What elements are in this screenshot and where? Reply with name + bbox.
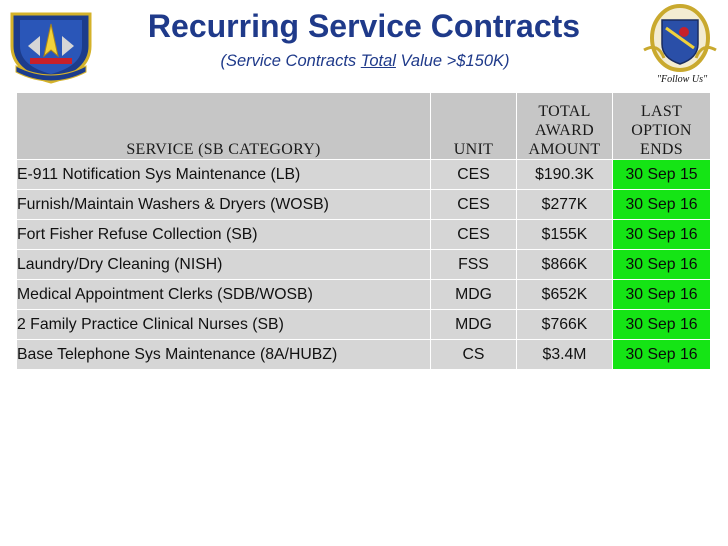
table-row: Medical Appointment Clerks (SDB/WOSB) MD… — [16, 279, 711, 310]
wing-crest-logo: "Follow Us" — [640, 2, 724, 91]
header-total-award-line1: TOTAL — [538, 103, 591, 120]
table-row: Laundry/Dry Cleaning (NISH) FSS $866K 30… — [16, 249, 711, 280]
crest-motto: "Follow Us" — [657, 74, 708, 85]
cell-option-ends: 30 Sep 16 — [612, 219, 711, 250]
cell-unit: CES — [430, 189, 517, 220]
table-row: Fort Fisher Refuse Collection (SB) CES $… — [16, 219, 711, 250]
cell-service: E-911 Notification Sys Maintenance (LB) — [16, 159, 431, 190]
header-total-award-line2: AWARD — [535, 122, 594, 139]
cell-service: Furnish/Maintain Washers & Dryers (WOSB) — [16, 189, 431, 220]
cell-unit: MDG — [430, 309, 517, 340]
command-shield-logo — [6, 6, 96, 89]
page-subtitle: (Service Contracts Total Value >$150K) — [150, 52, 580, 71]
cell-option-ends: 30 Sep 16 — [612, 249, 711, 280]
table-header-row: SERVICE (SB CATEGORY) UNIT TOTAL AWARD A… — [16, 92, 711, 160]
command-shield-icon — [10, 12, 92, 84]
cell-amount: $652K — [516, 279, 613, 310]
cell-option-ends: 30 Sep 16 — [612, 339, 711, 370]
cell-amount: $766K — [516, 309, 613, 340]
cell-amount: $277K — [516, 189, 613, 220]
cell-unit: FSS — [430, 249, 517, 280]
header-unit: UNIT — [430, 92, 517, 160]
cell-unit: MDG — [430, 279, 517, 310]
cell-service: Base Telephone Sys Maintenance (8A/HUBZ) — [16, 339, 431, 370]
wing-crest-icon: "Follow Us" — [643, 4, 717, 85]
cell-option-ends: 30 Sep 16 — [612, 189, 711, 220]
cell-unit: CES — [430, 219, 517, 250]
header-last-option-line2: OPTION — [631, 122, 692, 139]
cell-unit: CS — [430, 339, 517, 370]
cell-amount: $190.3K — [516, 159, 613, 190]
cell-service: Fort Fisher Refuse Collection (SB) — [16, 219, 431, 250]
table-row: Furnish/Maintain Washers & Dryers (WOSB)… — [16, 189, 711, 220]
cell-option-ends: 30 Sep 16 — [612, 279, 711, 310]
cell-amount: $3.4M — [516, 339, 613, 370]
subtitle-prefix: (Service Contracts — [220, 52, 361, 70]
contracts-table: SERVICE (SB CATEGORY) UNIT TOTAL AWARD A… — [16, 92, 711, 370]
cell-service: Medical Appointment Clerks (SDB/WOSB) — [16, 279, 431, 310]
cell-option-ends: 30 Sep 15 — [612, 159, 711, 190]
table-row: E-911 Notification Sys Maintenance (LB) … — [16, 159, 711, 190]
header-last-option-ends: LAST OPTION ENDS — [612, 92, 711, 160]
table-row: Base Telephone Sys Maintenance (8A/HUBZ)… — [16, 339, 711, 370]
cell-option-ends: 30 Sep 16 — [612, 309, 711, 340]
cell-unit: CES — [430, 159, 517, 190]
subtitle-underlined: Total — [360, 52, 396, 70]
header-total-award-amount: TOTAL AWARD AMOUNT — [516, 92, 613, 160]
subtitle-suffix: Value >$150K) — [395, 52, 510, 70]
header-service: SERVICE (SB CATEGORY) — [16, 92, 431, 160]
cell-service: Laundry/Dry Cleaning (NISH) — [16, 249, 431, 280]
cell-service: 2 Family Practice Clinical Nurses (SB) — [16, 309, 431, 340]
header-total-award-line3: AMOUNT — [528, 141, 601, 158]
header-last-option-line3: ENDS — [640, 141, 683, 158]
cell-amount: $155K — [516, 219, 613, 250]
cell-amount: $866K — [516, 249, 613, 280]
page-title: Recurring Service Contracts — [147, 8, 581, 44]
table-row: 2 Family Practice Clinical Nurses (SB) M… — [16, 309, 711, 340]
header-last-option-line1: LAST — [640, 103, 683, 120]
